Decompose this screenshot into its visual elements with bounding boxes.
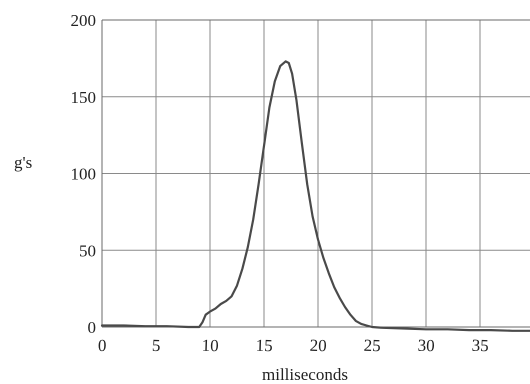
x-tick-label: 0	[98, 336, 107, 355]
grid	[101, 19, 530, 328]
x-tick-label: 35	[471, 336, 489, 356]
series-line-1	[100, 60, 530, 332]
y-tick-label: 150	[71, 88, 97, 107]
x-tick-label: 5	[152, 336, 161, 355]
y-tick-labels: 0 50 100 150 200	[71, 11, 97, 337]
y-tick-label: 0	[88, 318, 97, 337]
series	[100, 60, 530, 332]
y-tick-label: 100	[71, 165, 97, 184]
x-tick-label: 20	[309, 336, 327, 356]
x-tick-label: 30	[417, 336, 435, 356]
x-tick-label: 25	[363, 336, 381, 356]
y-tick-label: 50	[79, 241, 96, 260]
x-tick-labels: 0 5 10 15 20 25 30 35	[98, 336, 489, 356]
x-axis-label: milliseconds	[262, 365, 348, 384]
y-tick-label: 200	[71, 11, 97, 30]
x-tick-label: 10	[201, 336, 219, 356]
x-tick-label: 15	[255, 336, 273, 356]
y-axis-label: g's	[14, 153, 32, 172]
